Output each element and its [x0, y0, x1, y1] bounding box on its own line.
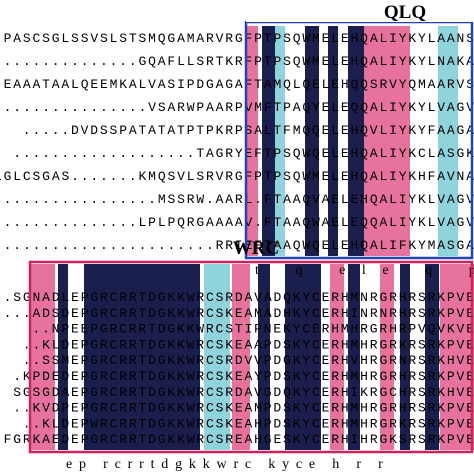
- sequence-row: ..KLDEPGRCRRTDGKKWRCSKEAAPDSKYCERHMHRGRK…: [23, 337, 474, 352]
- column-shade: [380, 264, 394, 450]
- column-shade: [400, 264, 410, 450]
- sequence-row: ..............GQAFLLSRTKRFPTPSQWMELEHQAL…: [4, 54, 474, 69]
- column-shade: [58, 264, 68, 450]
- column-shading: [30, 26, 474, 450]
- column-shade: [262, 26, 275, 256]
- column-shade: [258, 264, 270, 450]
- column-shade: [275, 26, 285, 256]
- column-shade: [348, 26, 364, 256]
- sequence-row: ..SSMEPGRCRRTDGKKWRCSRDVVPDGKYCERHVHRGRN…: [23, 353, 474, 368]
- sequence-row: ..NPEEPGRCRRTDGKKWRCSTIPNEKYCERHMHRGRHRP…: [32, 322, 474, 337]
- sequence-row: .....DVDSSPATATATPTPKRPSALTFMQQELEHQVLIY…: [23, 123, 474, 138]
- column-shade: [246, 26, 258, 256]
- sequence-row: ..SGNADLEPGRCRRTDGKKWRCSRDAVADQKYCERHMNR…: [0, 290, 474, 305]
- sequence-row: ...................TAGRYEFTPSQWQELEHQALI…: [13, 146, 474, 161]
- sequence-row: PASCSGLSSVSLSTSMQGAMARVRGFPTPSQWMELEHQAL…: [4, 31, 474, 46]
- column-shade: [232, 264, 250, 450]
- sequence-row: ...ADSDEPGRCRRTDGKKWRCSKEAMADHKYCERHINRN…: [4, 306, 474, 321]
- label-bg: [246, 2, 474, 22]
- column-shade: [364, 26, 410, 256]
- column-shade: [84, 264, 200, 450]
- sequence-row: .................MSSRW.AARL.FTAAQVAELEHQ…: [0, 192, 474, 207]
- column-shade: [425, 264, 439, 450]
- column-shade: [440, 264, 474, 450]
- sequence-row: .KPDEDEPGRCRRTDGKKWRCSKEAYPDSKYCERHMHRGR…: [13, 369, 474, 384]
- sequence-row: ..KLDEPWRCRRTDGKKWRCSKEAHPDSKYCERHMHRGRK…: [23, 416, 474, 431]
- consensus-row: ep rcrrtdgkkwrc kyce h r r: [66, 457, 383, 472]
- column-shade: [328, 26, 338, 256]
- sequence-row: SGSGDAEPGRCRRTDGKKWRCSRDAVGDQKYCERHIKRGC…: [13, 385, 474, 400]
- sequence-row: LGLCSGAS.......KMQSVLSRVRGFPTPSQWMELEHQA…: [0, 169, 474, 184]
- column-shade: [305, 26, 319, 256]
- sequence-row: FGRKAEDEPGRCRRTDGKKWRCSREAHGESKYCERHIHRG…: [4, 432, 474, 447]
- column-shade: [30, 264, 55, 450]
- column-shade: [330, 264, 344, 450]
- column-shade: [204, 264, 230, 450]
- column-shade: [438, 26, 458, 256]
- sequence-row: ........................RRIEFTAAQWQELEHQ…: [0, 238, 474, 253]
- wrc-box: [28, 260, 474, 454]
- sequence-row: .................VSARWPAARPVMFTPAQYELEQQ…: [0, 100, 474, 115]
- sequence-row: ..KVDPEPGRCRRTDGKKWRCSKEAMPDSKYCERHMHRGR…: [13, 401, 474, 416]
- sequence-row: EAAATAALQEEMKALVASIPDGAGAFTAMQLQELEHQQSR…: [4, 77, 474, 92]
- wrc-label: WRC: [233, 238, 279, 259]
- column-shade: [348, 264, 360, 450]
- column-shade: [285, 264, 321, 450]
- sequence-row: ...............LPLPQRGAAAAV.FTAAQWAELEQQ…: [0, 215, 474, 230]
- qlq-label: QLQ: [384, 2, 426, 23]
